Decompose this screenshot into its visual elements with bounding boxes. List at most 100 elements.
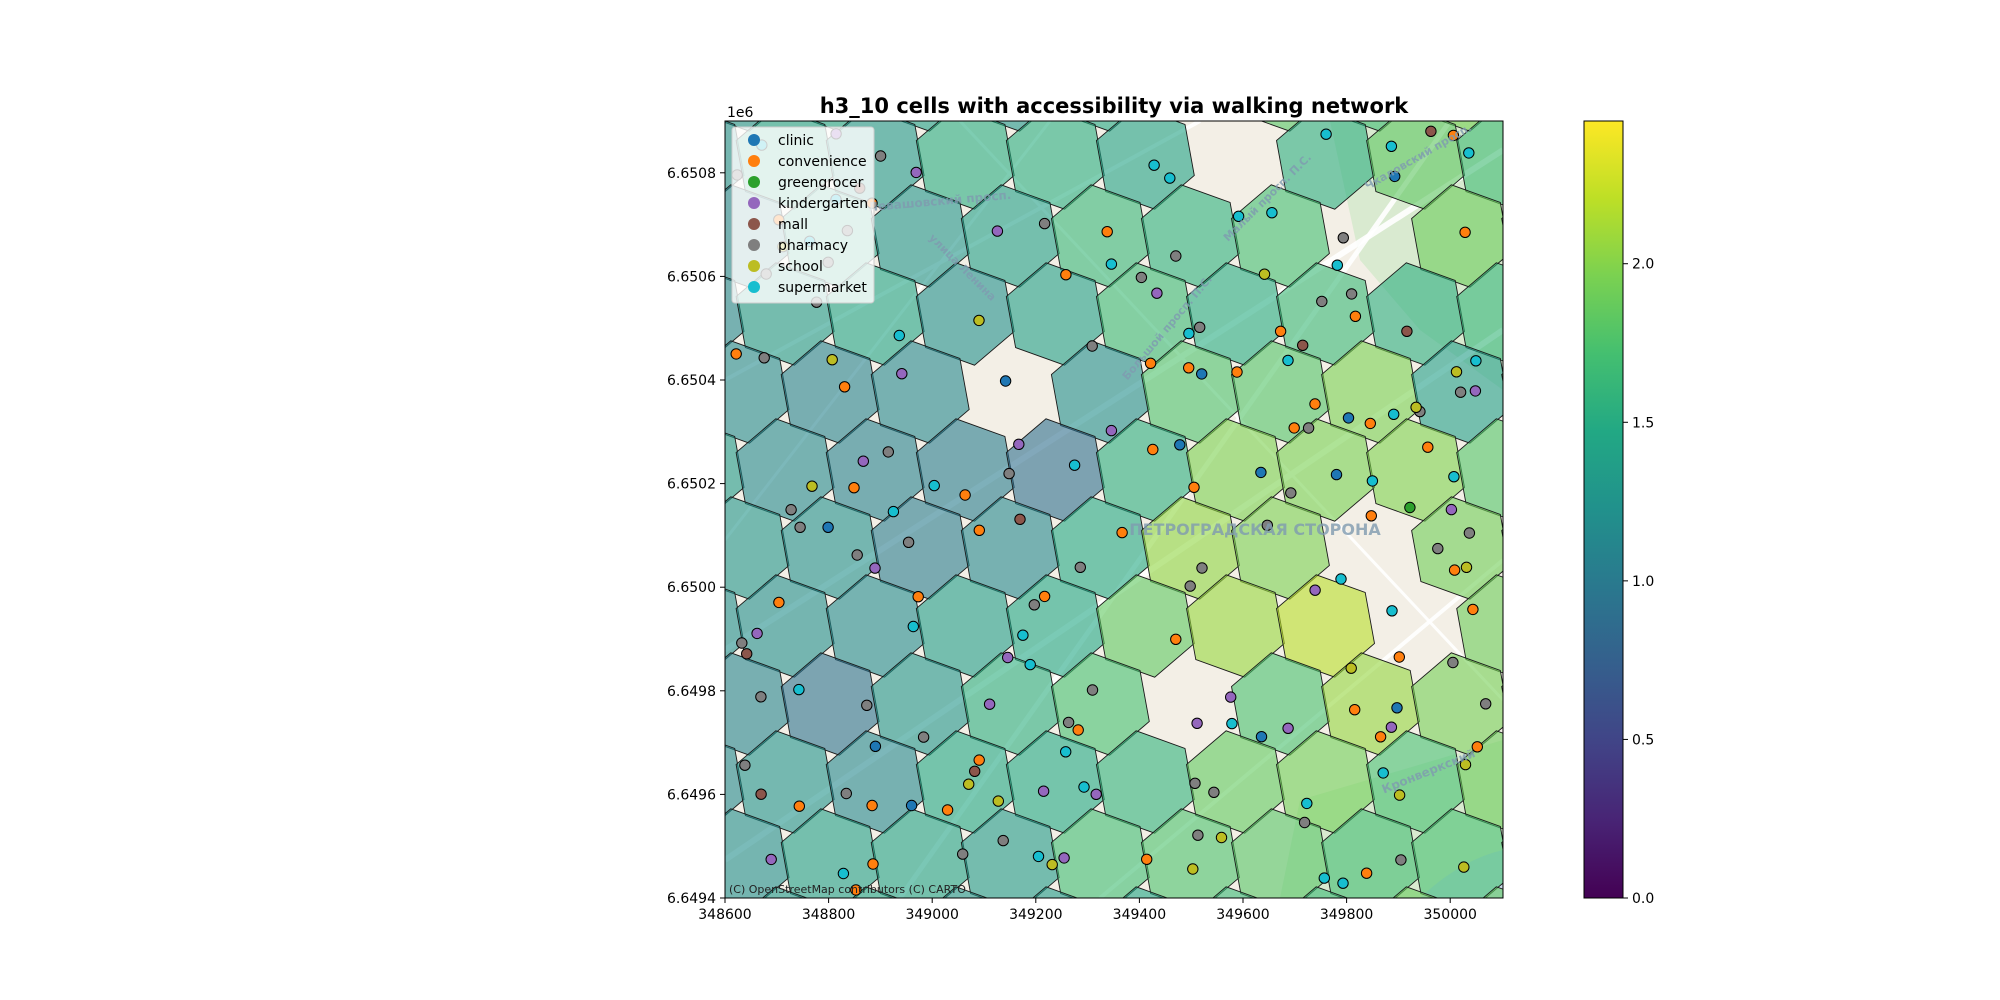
x-tick-label: 349400 bbox=[1113, 907, 1166, 923]
poi-marker-kindergarten bbox=[1105, 424, 1118, 437]
poi-marker-pharmacy bbox=[997, 834, 1009, 847]
poi-marker-convenience bbox=[1288, 422, 1300, 434]
poi-marker-pharmacy bbox=[1038, 217, 1051, 230]
poi-marker-supermarket bbox=[837, 867, 850, 880]
h3-cell bbox=[601, 341, 699, 443]
poi-marker-supermarket bbox=[1366, 475, 1379, 487]
x-tick-label: 349000 bbox=[905, 907, 958, 923]
poi-marker-mall bbox=[1297, 339, 1309, 351]
poi-marker-kindergarten bbox=[983, 698, 996, 710]
poi-marker-clinic bbox=[1255, 731, 1268, 743]
poi-marker-supermarket bbox=[1386, 605, 1398, 617]
poi-marker-clinic bbox=[999, 375, 1012, 387]
poi-marker-pharmacy bbox=[902, 536, 915, 548]
h3-cell bbox=[1392, 886, 1439, 898]
poi-marker-supermarket bbox=[1470, 355, 1482, 367]
poi-marker-pharmacy bbox=[1086, 684, 1099, 696]
poi-marker-kindergarten bbox=[1445, 503, 1458, 516]
poi-marker-greengrocer bbox=[1404, 501, 1416, 514]
h3-cell bbox=[761, 886, 809, 898]
colorbar-gradient bbox=[1583, 120, 1624, 899]
poi-marker-convenience bbox=[1365, 510, 1378, 522]
map-plot-area[interactable]: Левашовский просп.ПЕТРОГРАДСКАЯ СТОРОНАБ… bbox=[601, 29, 1600, 989]
poi-marker-pharmacy bbox=[1003, 467, 1015, 480]
poi-marker-pharmacy bbox=[1170, 250, 1182, 262]
poi-marker-pharmacy bbox=[1062, 716, 1075, 729]
poi-marker-clinic bbox=[1389, 170, 1401, 183]
poi-marker-convenience bbox=[1393, 651, 1406, 663]
poi-marker-supermarket bbox=[907, 620, 919, 633]
poi-marker-pharmacy bbox=[874, 150, 887, 162]
poi-marker-kindergarten bbox=[896, 368, 908, 380]
poi-marker-supermarket bbox=[1148, 159, 1160, 171]
poi-marker-school bbox=[1187, 863, 1199, 875]
poi-marker-convenience bbox=[1101, 226, 1113, 238]
poi-marker-pharmacy bbox=[1298, 816, 1311, 829]
y-tick-label: 6.6504 bbox=[667, 373, 716, 389]
poi-marker-kindergarten bbox=[1191, 717, 1203, 729]
poi-marker-pharmacy bbox=[739, 759, 751, 771]
x-tick-label: 348600 bbox=[698, 907, 751, 923]
poi-marker-convenience bbox=[1231, 366, 1243, 378]
legend-label-supermarket: supermarket bbox=[778, 280, 867, 296]
poi-marker-supermarket bbox=[1060, 746, 1072, 758]
poi-marker-convenience bbox=[1349, 704, 1361, 716]
poi-marker-supermarket bbox=[893, 329, 905, 342]
colorbar-tick-label: 0.5 bbox=[1632, 732, 1654, 748]
poi-marker-pharmacy bbox=[1345, 288, 1358, 300]
poi-marker-convenience bbox=[1447, 129, 1460, 142]
poi-marker-kindergarten bbox=[991, 225, 1004, 237]
h3-cell bbox=[1482, 886, 1503, 898]
poi-marker-convenience bbox=[959, 489, 971, 501]
poi-marker-school bbox=[1459, 758, 1472, 771]
x-tick-label: 349200 bbox=[1009, 907, 1062, 923]
h3-cell bbox=[1032, 886, 1079, 898]
poi-marker-school bbox=[1215, 831, 1228, 844]
poi-marker-mall bbox=[1401, 325, 1413, 337]
legend-label-pharmacy: pharmacy bbox=[778, 238, 848, 254]
poi-marker-supermarket bbox=[1266, 207, 1278, 219]
poi-marker-pharmacy bbox=[785, 504, 797, 516]
poi-marker-convenience bbox=[1183, 362, 1195, 374]
colorbar-tick-label: 0.0 bbox=[1632, 891, 1654, 907]
poi-marker-supermarket bbox=[1301, 797, 1313, 810]
legend-marker-school bbox=[748, 260, 760, 272]
poi-marker-clinic bbox=[869, 740, 882, 752]
legend-marker-pharmacy bbox=[748, 239, 760, 251]
poi-marker-supermarket bbox=[1032, 850, 1045, 863]
poi-marker-mall bbox=[741, 648, 753, 660]
y-tick-label: 6.6496 bbox=[667, 787, 716, 803]
poi-marker-convenience bbox=[773, 596, 785, 609]
poi-marker-pharmacy bbox=[1074, 561, 1087, 573]
poi-marker-supermarket bbox=[1183, 327, 1195, 340]
y-axis: 6.6494 6.6496 6.6498 6.6500 6.6502 6.6504 6.65… bbox=[667, 166, 725, 907]
poi-marker-convenience bbox=[850, 884, 862, 896]
poi-marker-school bbox=[1458, 861, 1470, 873]
poi-marker-kindergarten bbox=[1151, 287, 1163, 299]
h3-cell bbox=[1212, 886, 1259, 898]
poi-marker-convenience bbox=[1141, 853, 1153, 865]
poi-marker-kindergarten bbox=[1469, 385, 1482, 397]
poi-marker-clinic bbox=[822, 521, 834, 533]
poi-marker-pharmacy bbox=[1135, 271, 1148, 284]
h3-cell bbox=[852, 886, 899, 898]
poi-marker-mall bbox=[1014, 513, 1026, 525]
poi-marker-convenience bbox=[1448, 564, 1461, 576]
poi-marker-convenience bbox=[866, 799, 878, 812]
poi-marker-pharmacy bbox=[1208, 786, 1220, 798]
poi-marker-school bbox=[1393, 789, 1406, 801]
y-axis-offset: 1e6 bbox=[727, 105, 754, 121]
y-tick-label: 6.6500 bbox=[667, 580, 716, 596]
poi-marker-pharmacy bbox=[1480, 698, 1492, 710]
y-tick-label: 6.6506 bbox=[667, 269, 716, 285]
poi-marker-school bbox=[1410, 401, 1422, 413]
legend-label-clinic: clinic bbox=[778, 133, 814, 149]
poi-marker-convenience bbox=[1072, 724, 1084, 736]
legend-label-convenience: convenience bbox=[778, 154, 867, 170]
poi-marker-convenience bbox=[973, 524, 985, 536]
legend-marker-kindergarten bbox=[748, 197, 760, 209]
legend-box bbox=[731, 126, 875, 304]
colorbar: 0.0 0.5 1.0 1.5 2.0 bbox=[1583, 120, 1654, 907]
h3-cell bbox=[1502, 29, 1600, 131]
poi-marker-convenience bbox=[1147, 443, 1159, 456]
